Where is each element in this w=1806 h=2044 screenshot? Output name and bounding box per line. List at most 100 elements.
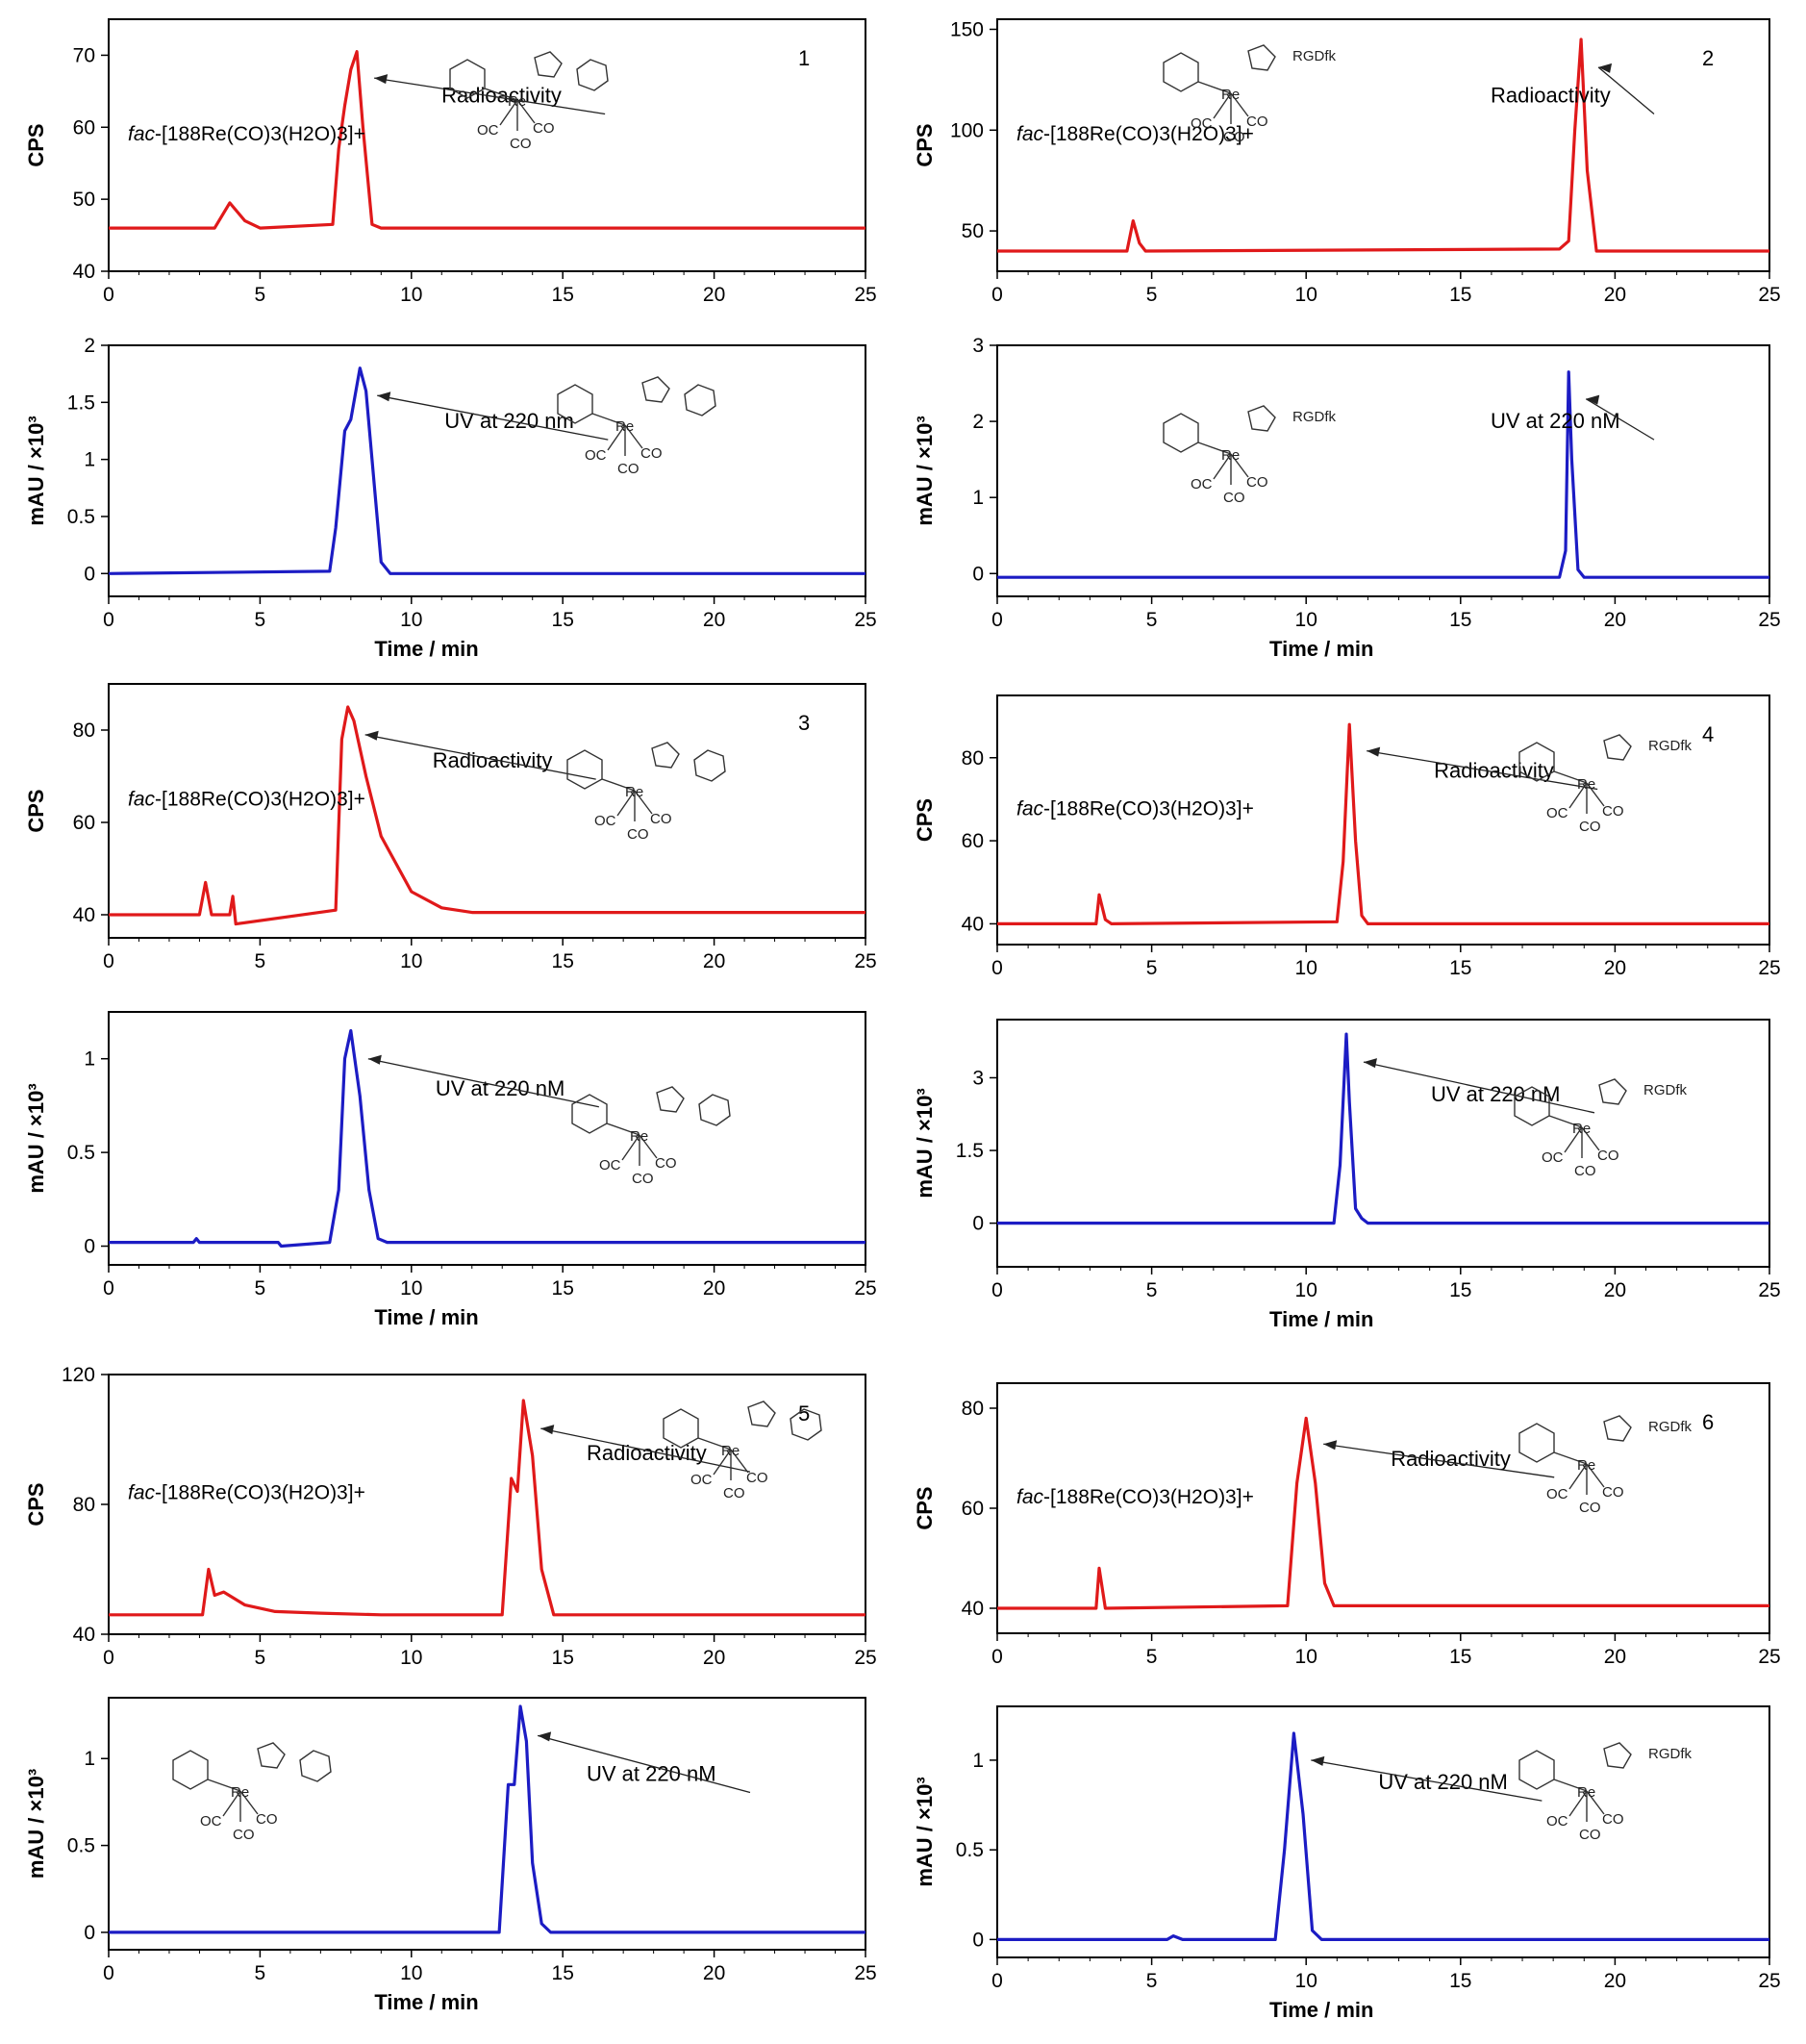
triazole-ring	[651, 742, 680, 769]
arrow-head	[1367, 746, 1381, 757]
rhenium-atom-label: Re	[508, 93, 526, 110]
triazole-ring	[656, 1086, 685, 1113]
annotation-label: UV at 220 nM	[1431, 1082, 1561, 1106]
x-tick-label: 15	[552, 284, 574, 306]
x-tick-label: 25	[854, 950, 876, 972]
x-tick-label: 10	[1295, 284, 1317, 306]
x-tick-label: 20	[703, 1647, 725, 1669]
x-tick-label: 20	[703, 1962, 725, 1984]
benzyl-ring	[576, 59, 609, 91]
y-tick-label: 0	[972, 563, 984, 585]
arrow-head	[364, 730, 379, 741]
precursor-label: fac-[188Re(CO)3(H2O)3]+	[1016, 797, 1254, 820]
chart-panel-5-radio: 0 5 10 15 20 25 40 80 120 CPS Radioactivity 5 fac-[1…	[24, 1364, 877, 1669]
annotation-label: Radioactivity	[441, 83, 562, 107]
carbonyl-label: CO	[1246, 474, 1268, 491]
x-tick-label: 25	[854, 609, 876, 631]
panel-number: 6	[1702, 1410, 1714, 1434]
precursor-formula: -[188Re(CO)3(H2O)3]+	[1043, 1486, 1254, 1508]
arrow-head	[538, 1731, 552, 1742]
carbonyl-label: CO	[533, 120, 555, 137]
annotation-label: UV at 220 nM	[1491, 409, 1620, 433]
triazole-ring	[747, 1401, 776, 1427]
annotation-arrow	[1367, 750, 1598, 791]
x-tick-label: 15	[1449, 609, 1471, 631]
carbonyl-bonds	[1553, 1779, 1605, 1822]
carbonyl-label: OC	[585, 447, 607, 464]
x-tick-label: 5	[1146, 284, 1158, 306]
x-tick-label: 0	[991, 609, 1003, 631]
x-tick-label: 15	[552, 950, 574, 972]
x-tick-label: 25	[1758, 1279, 1780, 1301]
carbonyl-label: OC	[1542, 1149, 1564, 1166]
precursor-formula: -[188Re(CO)3(H2O)3]+	[155, 789, 365, 811]
carbonyl-label: CO	[655, 1155, 677, 1172]
rhenium-atom-label: Re	[1572, 1121, 1591, 1137]
carbonyl-label: OC	[1191, 115, 1213, 132]
carbonyl-label: OC	[200, 1813, 222, 1830]
carbonyl-label: CO	[1223, 129, 1245, 145]
precursor-label: fac-[188Re(CO)3(H2O)3]+	[128, 123, 365, 145]
y-axis-label: CPS	[913, 798, 937, 842]
carbonyl-bonds	[591, 413, 643, 456]
carbonyl-bonds	[1553, 1451, 1605, 1495]
y-tick-label: 40	[73, 261, 95, 283]
trace-3-radio	[109, 705, 865, 926]
arrow-head	[1311, 1755, 1325, 1766]
carbonyl-label: CO	[627, 826, 649, 843]
ligand-label: RGDfk	[1648, 1746, 1693, 1762]
y-tick-label: 40	[962, 913, 984, 935]
pyridine-ring	[172, 1750, 209, 1790]
y-tick-label: 60	[73, 116, 95, 139]
y-tick-label: 40	[73, 904, 95, 926]
benzyl-ring	[790, 1408, 822, 1441]
trace-6-radio	[997, 1416, 1769, 1610]
x-tick-label: 15	[1449, 284, 1471, 306]
x-tick-label: 10	[1295, 609, 1317, 631]
x-axis-label: Time / min	[1269, 1998, 1373, 2022]
x-tick-label: 20	[703, 284, 725, 306]
x-tick-label: 15	[552, 609, 574, 631]
x-tick-label: 25	[1758, 1970, 1780, 1992]
y-tick-label: 0.5	[67, 1142, 95, 1164]
carbonyl-bonds	[1548, 1115, 1600, 1158]
chart-panel-1-radio: 0 5 10 15 20 25 40 50 60 70 CPS Radioactivity 1 fac-[…	[24, 18, 877, 306]
carbonyl-label: CO	[1602, 1811, 1624, 1828]
arrow-head	[1363, 1058, 1377, 1069]
carbonyl-bonds	[606, 1123, 658, 1166]
x-tick-label: 15	[1449, 1970, 1471, 1992]
carbonyl-label: CO	[256, 1811, 278, 1828]
y-axis-label: CPS	[913, 1486, 937, 1529]
x-axis-label: Time / min	[1269, 1307, 1373, 1331]
annotation-arrow	[1597, 66, 1655, 114]
pyridine-ring	[1163, 413, 1199, 453]
y-tick-label: 100	[950, 119, 984, 141]
ligand-label: RGDfk	[1648, 1419, 1693, 1435]
annotation-arrow	[374, 77, 606, 115]
triazole-ring	[1247, 405, 1276, 432]
rhenium-atom-label: Re	[630, 1128, 648, 1145]
x-tick-label: 20	[1604, 1279, 1626, 1301]
x-tick-label: 10	[1295, 1646, 1317, 1668]
y-tick-label: 40	[962, 1598, 984, 1620]
arrow-head	[374, 74, 389, 85]
y-tick-label: 0	[84, 1922, 95, 1944]
rhenium-atom-label: Re	[1577, 1457, 1595, 1474]
annotation-label: Radioactivity	[1391, 1447, 1511, 1471]
carbonyl-label: CO	[1223, 490, 1245, 506]
plot-frame	[108, 344, 866, 597]
carbonyl-label: CO	[1597, 1148, 1619, 1164]
y-tick-label: 80	[73, 719, 95, 742]
chart-panel-2-radio: 0 5 10 15 20 25 50 100 150 CPS Radioactivity 2 fac-[…	[913, 18, 1781, 306]
carbonyl-label: OC	[477, 122, 499, 139]
x-tick-label: 20	[1604, 284, 1626, 306]
y-tick-label: 40	[73, 1624, 95, 1646]
ligand-label: RGDfk	[1648, 738, 1693, 754]
x-tick-label: 0	[103, 284, 114, 306]
x-tick-label: 20	[1604, 957, 1626, 979]
plot-frame	[996, 18, 1770, 272]
